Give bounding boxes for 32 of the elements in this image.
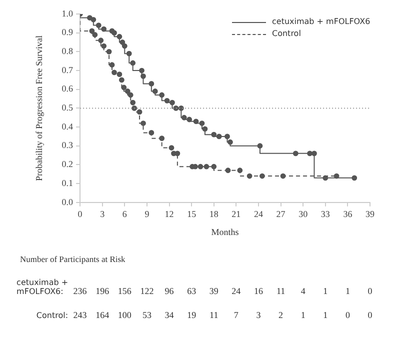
y-tick-label: 0.5 bbox=[62, 102, 74, 113]
x-tick-label: 27 bbox=[276, 209, 286, 220]
y-tick-label: 0.0 bbox=[62, 196, 74, 207]
text: Number of Participants at Risk bbox=[20, 254, 126, 264]
x-tick-label: 33 bbox=[320, 209, 330, 220]
legend-label: cetuximab + mFOLFOX6 bbox=[272, 16, 370, 28]
x-tick-label: 6 bbox=[122, 209, 128, 220]
y-tick-label: 0.3 bbox=[62, 140, 74, 150]
text: cetuximab + mFOLFOX6: 236 196 156 122 96 63 39 24 16 11 4 1 1 0 bbox=[16, 278, 372, 296]
x-tick-label: 18 bbox=[209, 209, 219, 220]
x-tick-label: 12 bbox=[164, 209, 174, 220]
y-axis-title: Probability of Progression Free Survival bbox=[34, 34, 44, 181]
y-tick-label: 0.6 bbox=[62, 84, 74, 94]
y-tick-label: 0.9 bbox=[62, 27, 74, 38]
x-tick-label: 0 bbox=[78, 209, 83, 220]
x-tick-label: 3 bbox=[100, 209, 106, 220]
x-tick-label: 36 bbox=[343, 209, 353, 220]
y-tick-label: 0.7 bbox=[62, 64, 74, 75]
x-tick-label: 21 bbox=[232, 209, 241, 220]
x-tick-label: 39 bbox=[366, 209, 375, 220]
y-tick-label: 0.1 bbox=[62, 178, 74, 188]
text: Control: 243 164 100 53 34 19 11 7 3 2 1 1 0 0 bbox=[36, 310, 372, 320]
y-tick-label: 0.8 bbox=[62, 46, 74, 56]
x-tick-label: 24 bbox=[254, 209, 264, 220]
legend-label: Control bbox=[272, 28, 301, 40]
y-tick-label: 0.2 bbox=[62, 159, 74, 170]
x-tick-label: 9 bbox=[144, 209, 150, 220]
x-tick-label: 30 bbox=[298, 209, 308, 220]
x-tick-label: 15 bbox=[187, 209, 197, 220]
y-tick-label: 0.4 bbox=[62, 121, 74, 132]
x-axis-title: Months bbox=[211, 226, 240, 237]
y-tick-label: 1.0 bbox=[62, 8, 74, 18]
